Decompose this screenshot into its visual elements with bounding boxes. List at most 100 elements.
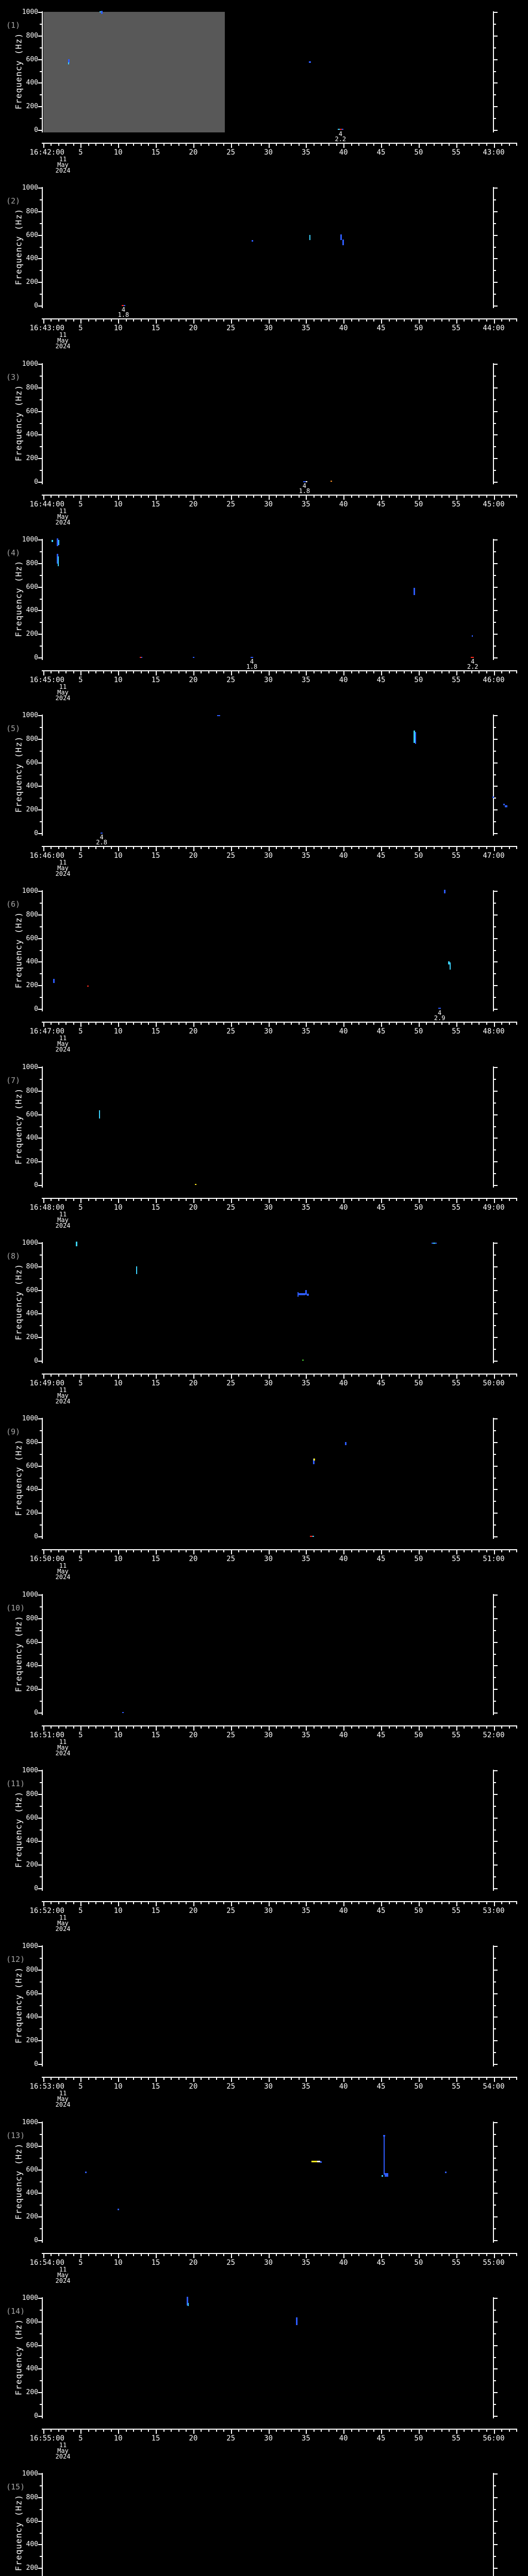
- x-tick-label: 10: [113, 500, 123, 509]
- right-axis-tick: [494, 1793, 498, 1795]
- y-axis-tick: [40, 2228, 42, 2230]
- x-axis-minor-tick: [321, 496, 322, 498]
- x-axis-line: [42, 2077, 517, 2078]
- right-axis-tick: [494, 130, 498, 131]
- x-tick-label: 25: [226, 148, 236, 157]
- x-axis-minor-tick: [501, 144, 503, 146]
- x-axis-minor-tick: [58, 1023, 59, 1025]
- x-axis-major-tick: [230, 1726, 232, 1731]
- right-axis-tick: [494, 1078, 496, 1080]
- right-axis-tick: [494, 1876, 496, 1878]
- x-axis-minor-tick: [253, 2430, 255, 2432]
- y-axis-tick: [40, 2509, 42, 2510]
- x-axis-minor-tick: [103, 2254, 105, 2256]
- x-axis-minor-tick: [58, 2430, 59, 2432]
- x-axis-minor-tick: [373, 2430, 375, 2432]
- x-tick-label: 5: [78, 1555, 83, 1563]
- y-tick-label: 600: [26, 407, 38, 415]
- x-axis-minor-tick: [351, 671, 352, 673]
- detection-mark: [385, 2173, 388, 2177]
- x-axis-minor-tick: [73, 496, 74, 498]
- right-axis-tick: [494, 657, 498, 658]
- x-tick-label: 30: [264, 1027, 273, 1036]
- x-axis-minor-tick: [223, 2078, 225, 2080]
- x-end-time-label: 45:00: [483, 500, 505, 509]
- x-axis-major-tick: [80, 1375, 82, 1379]
- y-axis-tick: [40, 973, 42, 975]
- x-axis-minor-tick: [351, 1726, 352, 1728]
- x-axis-major-tick: [381, 1199, 382, 1203]
- x-axis-minor-tick: [351, 847, 352, 849]
- x-axis-minor-tick: [471, 2430, 472, 2432]
- x-axis-minor-tick: [433, 319, 435, 321]
- x-axis-minor-tick: [298, 2430, 300, 2432]
- detection-mark: [124, 304, 125, 306]
- x-axis-major-tick: [230, 2430, 232, 2434]
- x-start-time-label: 16:45:00: [29, 676, 64, 684]
- x-tick-label: 55: [452, 1907, 461, 1915]
- x-axis-minor-tick: [336, 847, 337, 849]
- x-axis-minor-tick: [133, 2430, 135, 2432]
- x-axis-minor-tick: [321, 1375, 322, 1377]
- right-axis-tick: [494, 282, 498, 283]
- x-axis-date-line: 11: [59, 1211, 67, 1218]
- right-axis-tick: [494, 1337, 498, 1338]
- x-axis-minor-tick: [471, 1199, 472, 1201]
- x-axis-minor-tick: [148, 2430, 150, 2432]
- right-axis-tick: [494, 1969, 498, 1971]
- x-axis-minor-tick: [388, 496, 390, 498]
- y-axis-tick: [38, 2298, 42, 2299]
- x-axis-minor-tick: [73, 2430, 74, 2432]
- x-axis-major-tick: [43, 2078, 44, 2082]
- x-tick-label: 25: [226, 852, 236, 860]
- x-axis-minor-tick: [373, 1199, 375, 1201]
- x-tick-label: 55: [452, 1731, 461, 1739]
- x-axis-minor-tick: [426, 1023, 427, 1025]
- x-axis-minor-tick: [133, 2078, 135, 2080]
- x-tick-label: 55: [452, 1555, 461, 1563]
- x-axis-line: [42, 1901, 517, 1902]
- y-tick-label: 800: [26, 1790, 38, 1798]
- x-axis-major-tick: [156, 2254, 157, 2258]
- x-axis-minor-tick: [208, 671, 209, 673]
- x-axis-minor-tick: [163, 1902, 164, 1904]
- y-axis-tick: [38, 1969, 42, 1971]
- right-axis-tick: [494, 1957, 496, 1959]
- x-axis-minor-tick: [186, 1199, 187, 1201]
- x-axis-minor-tick: [388, 2254, 390, 2256]
- x-axis-minor-tick: [516, 1375, 518, 1377]
- right-axis-tick: [494, 2568, 498, 2569]
- x-axis-minor-tick: [110, 144, 112, 146]
- y-axis-tick: [38, 234, 42, 236]
- x-tick-label: 55: [452, 324, 461, 332]
- x-axis-date-line: 2024: [55, 870, 71, 877]
- x-axis-minor-tick: [433, 2078, 435, 2080]
- detection-mark: [122, 304, 124, 306]
- x-axis-minor-tick: [411, 1902, 412, 1904]
- x-axis-minor-tick: [373, 1550, 375, 1552]
- x-axis-minor-tick: [58, 1726, 59, 1728]
- x-start-time-label: 16:54:00: [29, 2259, 64, 2267]
- x-axis-major-tick: [306, 1023, 307, 1027]
- y-axis-tick: [38, 1161, 42, 1163]
- x-axis-minor-tick: [336, 1550, 337, 1552]
- x-axis-minor-tick: [351, 496, 352, 498]
- x-axis-minor-tick: [426, 144, 427, 146]
- x-axis-minor-tick: [396, 1550, 398, 1552]
- y-axis-tick: [38, 2520, 42, 2522]
- x-axis-major-tick: [43, 1375, 44, 1379]
- x-axis-minor-tick: [358, 2254, 360, 2256]
- x-axis-minor-tick: [201, 1199, 202, 1201]
- x-axis-minor-tick: [238, 1023, 240, 1025]
- y-tick-label: 600: [26, 2165, 38, 2174]
- detection-mark: [303, 481, 306, 482]
- x-axis-minor-tick: [516, 2254, 518, 2256]
- x-tick-label: 30: [264, 852, 273, 860]
- x-axis-major-tick: [118, 2430, 120, 2434]
- x-tick-label: 5: [78, 2082, 83, 2091]
- x-axis-major-tick: [456, 2254, 457, 2258]
- x-axis-major-tick: [493, 496, 495, 500]
- right-axis-tick: [494, 1067, 498, 1068]
- x-axis-major-tick: [193, 1902, 194, 1906]
- y-tick-label: 1000: [22, 184, 38, 192]
